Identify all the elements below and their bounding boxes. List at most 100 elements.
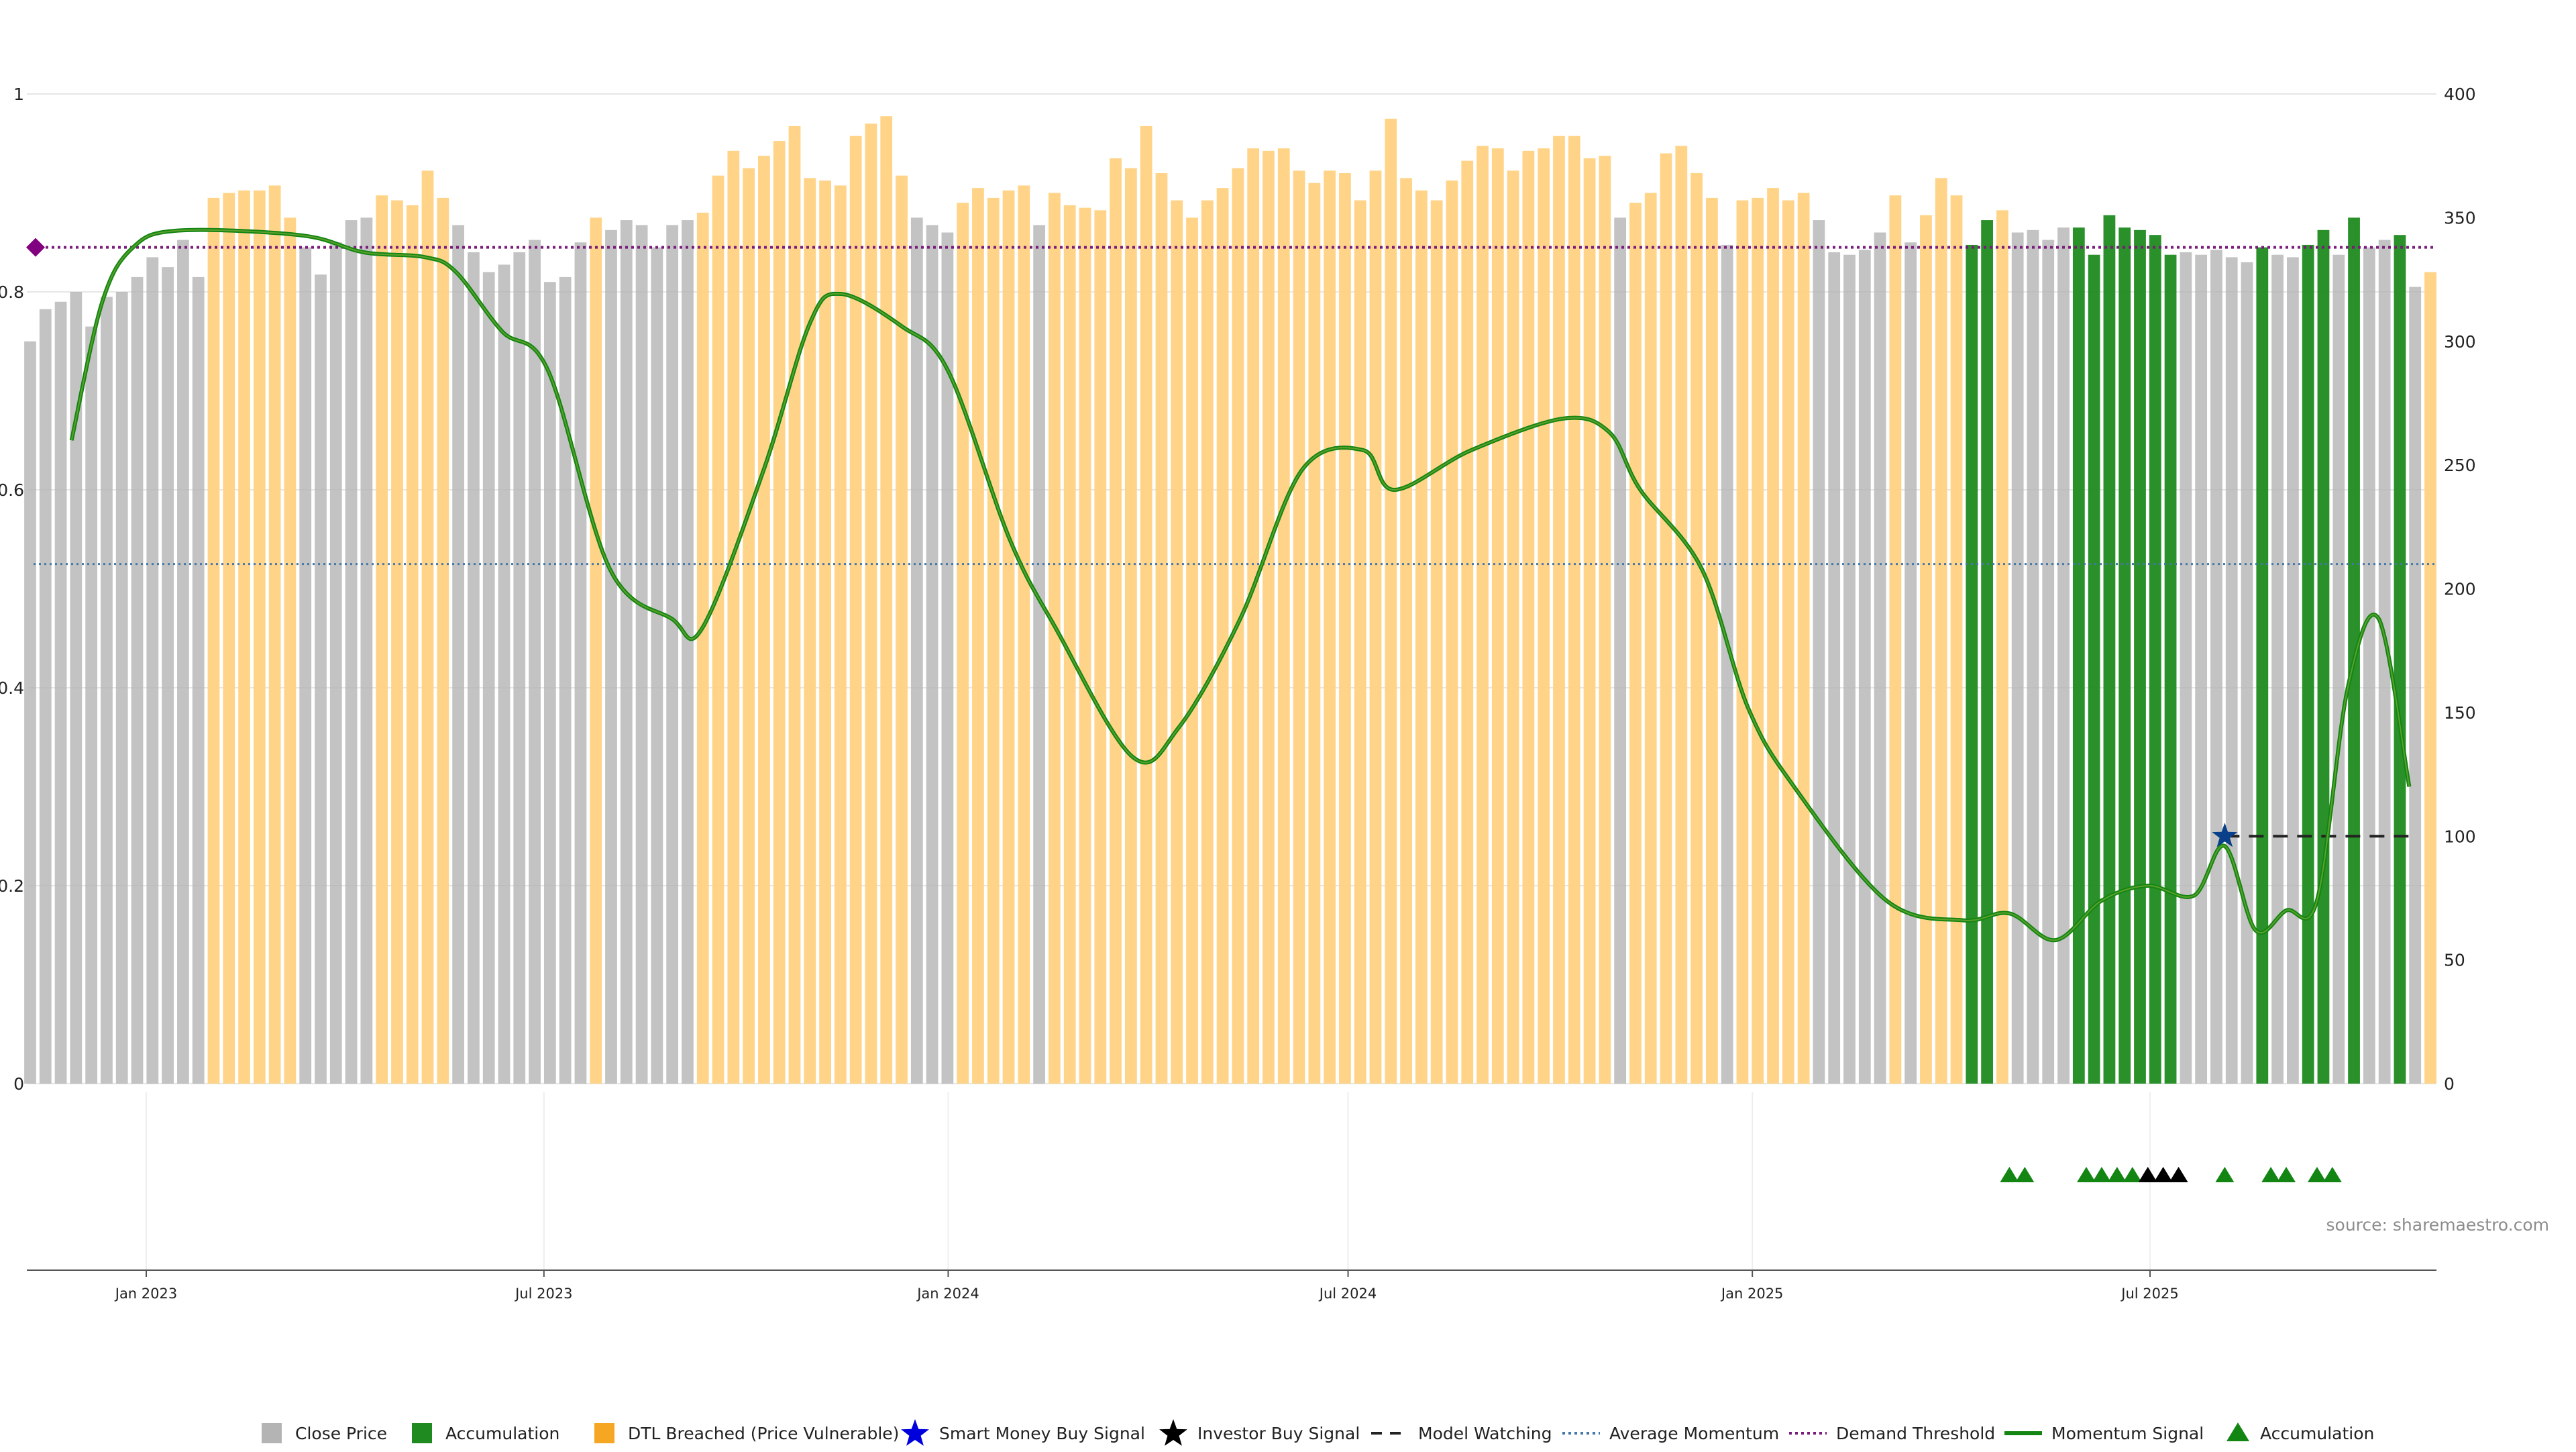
price-bar: [2164, 254, 2177, 1084]
price-bar: [268, 185, 281, 1084]
price-bar: [513, 252, 526, 1084]
price-bar: [1889, 195, 1902, 1084]
legend-label: Demand Threshold: [1836, 1424, 1995, 1443]
price-bar: [743, 168, 755, 1084]
price-bar: [2287, 257, 2299, 1084]
price-bar: [1079, 207, 1091, 1084]
price-bar: [329, 242, 342, 1084]
price-bar: [559, 276, 572, 1084]
price-bar: [131, 276, 144, 1084]
price-bar: [1400, 178, 1412, 1084]
x-axis-tick-label: Jan 2023: [114, 1286, 178, 1302]
price-bar: [1186, 217, 1198, 1084]
legend-triangle-icon: [2226, 1422, 2249, 1441]
price-bar: [804, 178, 816, 1084]
price-bar: [590, 217, 602, 1084]
demand-threshold-marker: [26, 238, 45, 257]
right-axis-tick-label: 300: [2444, 332, 2476, 352]
price-bar: [1782, 200, 1794, 1084]
legend-label: Investor Buy Signal: [1197, 1424, 1360, 1443]
price-bar: [620, 220, 633, 1084]
price-bar: [880, 116, 893, 1084]
price-bar: [2072, 227, 2085, 1084]
price-bar: [1553, 136, 1565, 1084]
price-bar: [1293, 170, 1305, 1084]
price-bar: [2302, 244, 2314, 1084]
signal-markers: [2000, 823, 2342, 1182]
legend-label: Average Momentum: [1609, 1424, 1779, 1443]
price-bar: [1522, 150, 1535, 1084]
price-bar: [727, 150, 740, 1084]
price-bar: [207, 197, 220, 1084]
right-axis-tick-label: 150: [2444, 703, 2476, 723]
price-bar: [1339, 173, 1351, 1084]
legend-label: DTL Breached (Price Vulnerable): [628, 1424, 899, 1443]
price-bar: [2348, 217, 2360, 1084]
price-bar: [1201, 200, 1214, 1084]
price-bar: [2363, 247, 2375, 1084]
accumulation-triangle-marker: [2015, 1167, 2035, 1182]
price-bar: [1996, 210, 2008, 1084]
price-bar: [482, 272, 495, 1084]
price-bar: [24, 341, 36, 1084]
price-bar: [910, 217, 923, 1084]
price-bar: [360, 217, 373, 1084]
indicator-lines: [26, 227, 2436, 943]
legend-item: DTL Breached (Price Vulnerable): [594, 1423, 899, 1443]
legend-square-icon: [594, 1423, 614, 1443]
left-axis-tick-label: 0.2: [0, 876, 24, 896]
price-bar: [1599, 156, 1611, 1084]
x-axis-tick-label: Jan 2024: [916, 1286, 979, 1302]
right-axis-tick-label: 400: [2444, 85, 2476, 104]
x-axis-tick-label: Jul 2024: [1318, 1286, 1377, 1302]
price-bar: [1002, 190, 1015, 1084]
price-bar: [2134, 229, 2146, 1084]
price-bar: [788, 125, 801, 1084]
price-bar: [1828, 252, 1841, 1084]
legend-item: Close Price: [262, 1423, 387, 1443]
price-bar: [146, 257, 159, 1084]
price-bar: [2180, 252, 2192, 1084]
right-axis-tick-label: 200: [2444, 580, 2476, 599]
price-bar: [605, 229, 617, 1084]
price-bar: [773, 141, 786, 1084]
accumulation-triangle-marker: [2307, 1167, 2326, 1182]
momentum-signal-line-highlight: [70, 229, 2410, 941]
price-bar: [1415, 190, 1428, 1084]
price-bar: [253, 190, 266, 1084]
source-label: source: sharemaestro.com: [2326, 1215, 2550, 1235]
price-bar: [1308, 183, 1321, 1084]
price-bar: [2394, 235, 2406, 1084]
price-bar: [2057, 227, 2070, 1084]
price-bar: [896, 175, 908, 1084]
right-axis-tick-label: 50: [2444, 951, 2465, 970]
price-bar: [101, 297, 113, 1084]
price-bar: [834, 185, 847, 1084]
price-bar: [635, 225, 648, 1084]
accumulation-triangle-marker: [2322, 1167, 2342, 1182]
price-bar: [712, 175, 724, 1084]
price-bar: [437, 197, 449, 1084]
price-bar: [162, 267, 174, 1084]
price-bar: [85, 326, 98, 1084]
price-bar: [54, 301, 67, 1084]
left-axis-tick-label: 0: [13, 1074, 24, 1094]
investor-buy-signal-marker: [2138, 1167, 2157, 1182]
price-bar: [1385, 118, 1397, 1084]
price-bar: [1644, 193, 1657, 1084]
price-bar: [1874, 232, 1886, 1084]
investor-buy-signal-marker: [2169, 1167, 2188, 1182]
price-bar: [1507, 170, 1519, 1084]
price-bar: [39, 309, 52, 1084]
price-bar: [1843, 254, 1856, 1084]
price-bar: [2103, 215, 2116, 1084]
left-axis-tick-label: 0.4: [0, 678, 24, 698]
legend-star-icon: [1159, 1419, 1187, 1446]
price-bar: [421, 170, 434, 1084]
price-bar: [192, 276, 205, 1084]
legend-label: Accumulation: [2260, 1424, 2374, 1443]
price-bar: [1094, 210, 1107, 1084]
price-bar: [1430, 200, 1443, 1084]
price-bar: [2195, 254, 2208, 1084]
